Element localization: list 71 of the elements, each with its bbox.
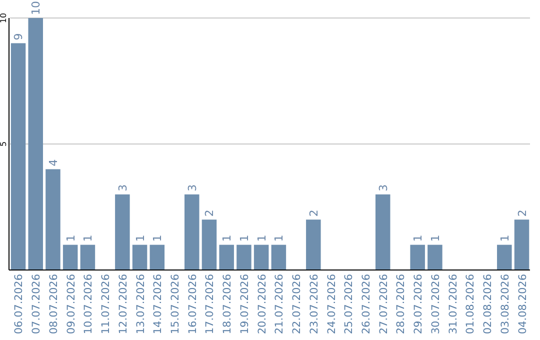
data-label: 1	[82, 234, 95, 242]
bar	[497, 244, 512, 270]
x-tick-label: 27.07.2026	[378, 274, 390, 334]
bar	[28, 18, 43, 270]
data-label: 4	[46, 159, 60, 166]
bar	[306, 220, 321, 270]
x-tick-label: 09.07.2026	[65, 274, 78, 334]
bar	[254, 244, 269, 270]
x-tick-label: 02.08.2026	[482, 274, 494, 334]
x-tick-label: 07.07.2026	[30, 274, 43, 334]
x-tick-label: 25.07.2026	[343, 274, 356, 334]
bar	[514, 220, 530, 270]
bar	[375, 194, 390, 270]
x-tick-label: 03.08.2026	[499, 274, 512, 334]
x-tick-label: 31.07.2026	[447, 274, 460, 334]
data-label: 1	[498, 234, 512, 242]
data-label: 1	[134, 234, 147, 242]
x-tick-label: 24.07.2026	[326, 274, 338, 334]
data-label: 9	[12, 33, 26, 40]
bar	[62, 244, 78, 270]
data-label: 1	[220, 234, 234, 242]
x-tick-label: 14.07.2026	[152, 274, 164, 334]
x-tick-label: 22.07.2026	[291, 274, 304, 334]
bar	[271, 244, 286, 270]
x-tick-label: 30.07.2026	[430, 274, 442, 334]
x-tick-label: 26.07.2026	[360, 274, 372, 334]
data-label: 2	[203, 210, 216, 217]
bar	[184, 194, 200, 270]
data-label: 3	[376, 184, 390, 192]
bar	[236, 244, 252, 270]
bar	[46, 169, 60, 270]
bar	[132, 244, 148, 270]
data-label: 1	[64, 234, 78, 242]
x-tick-label: 29.07.2026	[412, 274, 425, 334]
data-label: 1	[412, 234, 425, 242]
x-tick-label: 28.07.2026	[395, 274, 408, 334]
x-tick-label: 04.08.2026	[516, 274, 529, 334]
data-label: 3	[116, 184, 130, 192]
bar	[428, 244, 442, 270]
x-tick-label: 01.08.2026	[464, 274, 477, 334]
bar	[219, 244, 234, 270]
data-label: 1	[428, 234, 442, 242]
x-tick-label: 10.07.2026	[82, 274, 95, 334]
bar	[150, 244, 165, 270]
data-label: 10	[30, 1, 43, 15]
bar	[10, 43, 26, 270]
data-label: 2	[516, 210, 529, 217]
x-tick-label: 15.07.2026	[170, 274, 182, 334]
x-tick-label: 20.07.2026	[256, 274, 268, 334]
data-label: 1	[272, 234, 286, 242]
x-tick-label: 06.07.2026	[13, 274, 26, 334]
bar	[80, 244, 96, 270]
data-label: 1	[238, 234, 251, 242]
bar	[115, 194, 130, 270]
data-label: 2	[307, 210, 320, 217]
x-tick-label: 21.07.2026	[274, 274, 286, 334]
x-tick-label: 13.07.2026	[134, 274, 147, 334]
data-label: 3	[186, 184, 199, 192]
x-tick-label: 23.07.2026	[308, 274, 320, 334]
x-tick-label: 12.07.2026	[117, 274, 130, 334]
data-label: 1	[255, 234, 268, 242]
x-tick-label: 17.07.2026	[204, 274, 216, 334]
x-tick-label: 08.07.2026	[48, 274, 60, 334]
x-tick-label: 16.07.2026	[186, 274, 199, 334]
bar	[202, 220, 217, 270]
x-tick-label: 19.07.2026	[238, 274, 251, 334]
data-label: 1	[151, 234, 164, 242]
x-tick-label: 18.07.2026	[222, 274, 234, 334]
bar	[410, 244, 425, 270]
y-tick-label: 5	[0, 141, 8, 147]
x-tick-label: 11.07.2026	[100, 274, 112, 334]
